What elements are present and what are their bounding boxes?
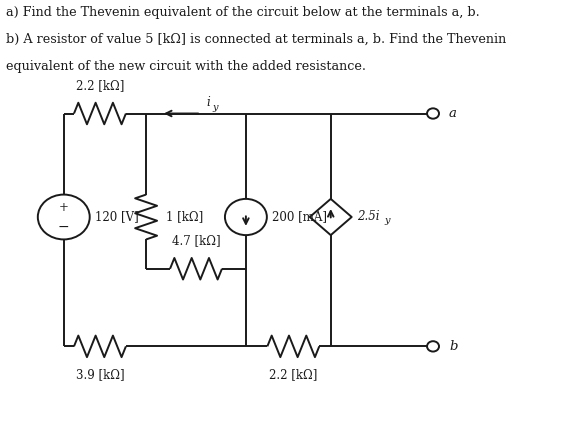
Text: 2.2 [kΩ]: 2.2 [kΩ] bbox=[269, 368, 318, 381]
Text: −: − bbox=[58, 220, 70, 233]
Text: y: y bbox=[212, 103, 218, 112]
Text: 1 [kΩ]: 1 [kΩ] bbox=[166, 210, 204, 224]
Text: equivalent of the new circuit with the added resistance.: equivalent of the new circuit with the a… bbox=[6, 60, 366, 73]
Text: a) Find the Thevenin equivalent of the circuit below at the terminals a, b.: a) Find the Thevenin equivalent of the c… bbox=[6, 6, 480, 19]
Text: 2.5i: 2.5i bbox=[357, 210, 379, 224]
Text: +: + bbox=[59, 201, 69, 214]
Text: 120 [V]: 120 [V] bbox=[95, 210, 138, 224]
Text: 4.7 [kΩ]: 4.7 [kΩ] bbox=[172, 234, 221, 247]
Text: 3.9 [kΩ]: 3.9 [kΩ] bbox=[75, 368, 124, 381]
Text: b) A resistor of value 5 [kΩ] is connected at terminals a, b. Find the Thevenin: b) A resistor of value 5 [kΩ] is connect… bbox=[6, 33, 507, 46]
Text: b: b bbox=[449, 340, 458, 353]
Text: y: y bbox=[384, 216, 390, 225]
Text: a: a bbox=[449, 107, 457, 120]
Text: i: i bbox=[206, 96, 210, 109]
Text: 200 [mA]: 200 [mA] bbox=[272, 210, 327, 224]
Text: 2.2 [kΩ]: 2.2 [kΩ] bbox=[76, 79, 124, 92]
